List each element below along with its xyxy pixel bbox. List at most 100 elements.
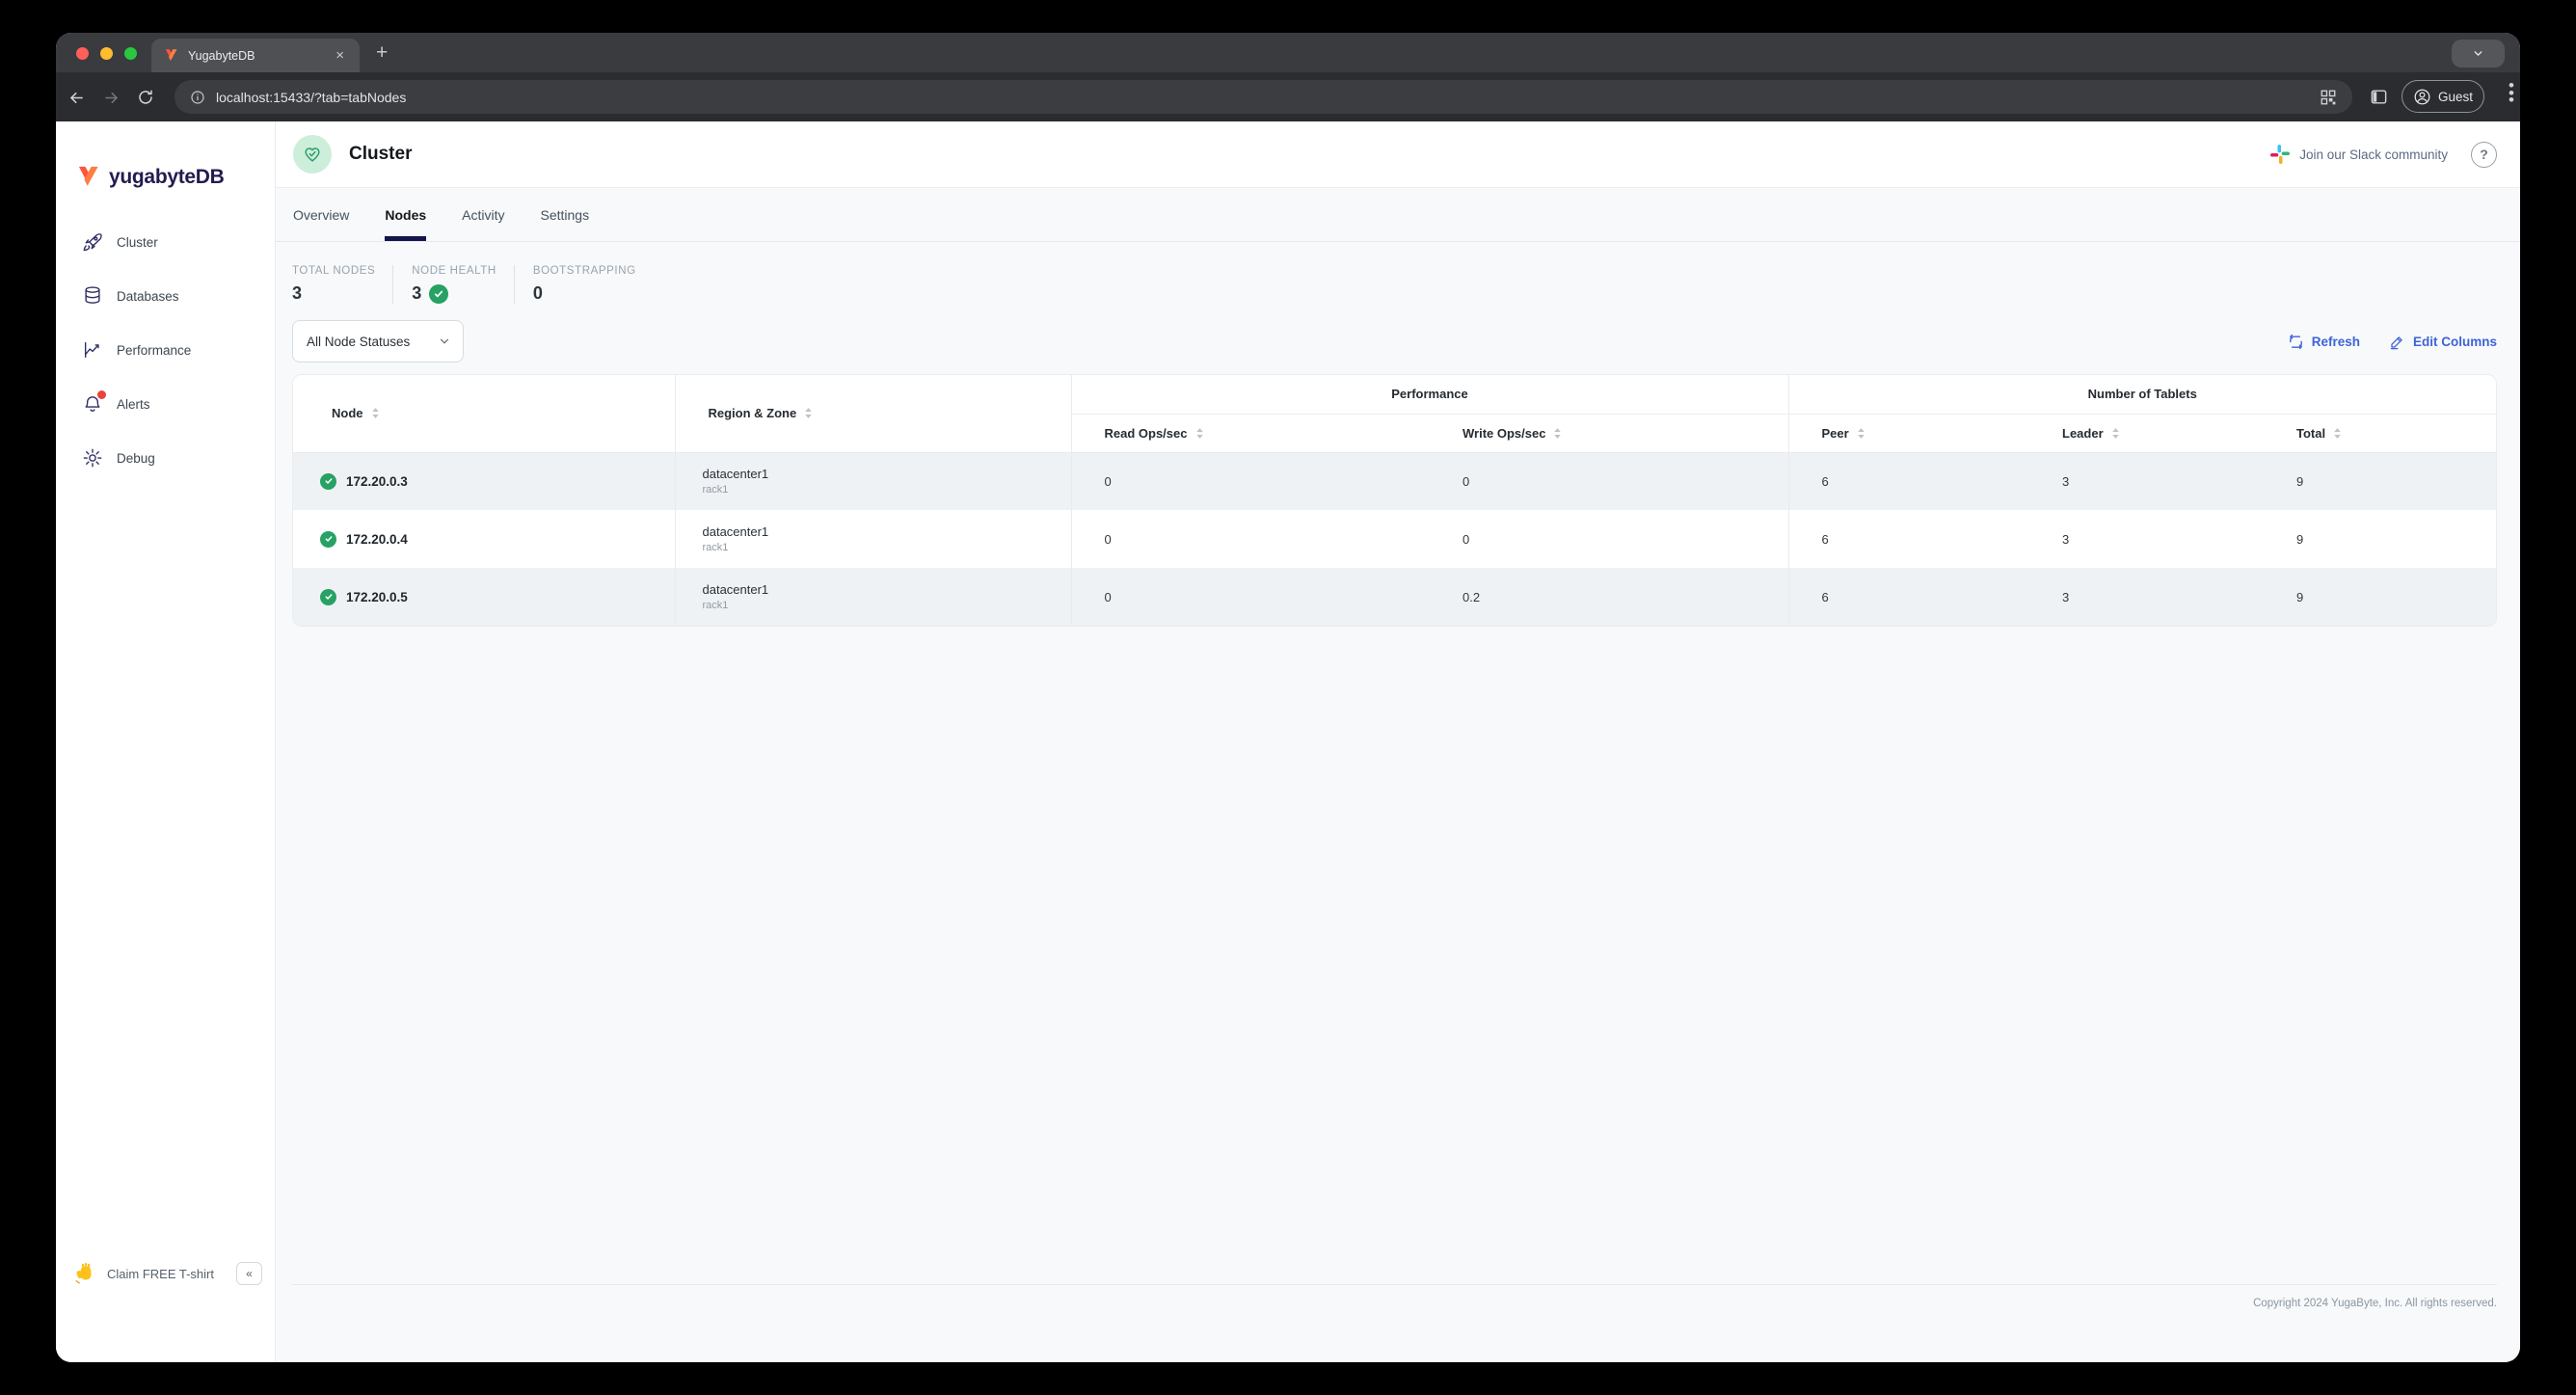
yugabyte-favicon-icon xyxy=(165,49,177,62)
read-ops-value: 0 xyxy=(1104,531,1112,547)
health-check-icon xyxy=(429,283,449,304)
column-header-total[interactable]: Total xyxy=(2264,414,2496,453)
browser-tabstrip: YugabyteDB × + xyxy=(56,33,2520,72)
column-header-read-ops[interactable]: Read Ops/sec xyxy=(1071,414,1430,453)
url-text[interactable]: localhost:15433/?tab=tabNodes xyxy=(216,89,407,105)
browser-menu-button[interactable]: • • • xyxy=(2509,76,2514,110)
help-button[interactable]: ? xyxy=(2471,141,2497,168)
stat-value: 3 xyxy=(292,283,303,303)
sidebar-item-debug[interactable]: Debug xyxy=(56,431,275,485)
node-status-filter-value: All Node Statuses xyxy=(307,334,411,349)
main-area: Cluster Join our Slack community ? Overv… xyxy=(276,121,2520,1362)
node-address[interactable]: 172.20.0.3 xyxy=(346,473,408,489)
tab-search-button[interactable] xyxy=(2452,40,2505,67)
browser-window: YugabyteDB × + localhost:15433/?tab=tabN… xyxy=(56,33,2520,1362)
edit-pencil-icon xyxy=(2390,335,2402,349)
fullscreen-window-button[interactable] xyxy=(124,47,137,60)
node-region: datacenter1 xyxy=(702,582,769,597)
table-row[interactable]: 172.20.0.3 datacenter1 rack1 0 0 6 3 9 xyxy=(293,452,2496,510)
sidebar-item-alerts[interactable]: Alerts xyxy=(56,377,275,431)
slack-icon xyxy=(2270,145,2291,164)
heart-check-icon xyxy=(305,148,320,162)
collapse-sidebar-button[interactable]: « xyxy=(236,1262,262,1285)
minimize-window-button[interactable] xyxy=(100,47,113,60)
logo-text: yugabyteDB xyxy=(109,165,225,188)
bell-icon xyxy=(82,390,106,415)
refresh-icon xyxy=(2289,334,2302,349)
new-tab-button[interactable]: + xyxy=(376,41,389,64)
nodes-table-card: Node Region & Zone Performance Number o xyxy=(292,374,2497,627)
create-qr-code-icon[interactable] xyxy=(2320,89,2337,106)
cluster-health-badge xyxy=(293,135,332,174)
tab-overview[interactable]: Overview xyxy=(293,206,350,223)
column-header-region-zone[interactable]: Region & Zone xyxy=(675,375,1072,453)
reload-icon xyxy=(139,90,152,104)
page-footer: Copyright 2024 YugaByte, Inc. All rights… xyxy=(292,1284,2497,1362)
nodes-content: TOTAL NODES 3 NODE HEALTH 3 BOOTSTR xyxy=(276,265,2520,627)
browser-tab[interactable]: YugabyteDB × xyxy=(151,39,360,72)
node-zone: rack1 xyxy=(702,542,729,553)
tab-activity[interactable]: Activity xyxy=(462,206,505,223)
column-header-node[interactable]: Node xyxy=(293,375,676,453)
slack-link-label: Join our Slack community xyxy=(2299,147,2448,162)
stat-bootstrapping: BOOTSTRAPPING 0 xyxy=(533,265,654,304)
stat-node-health: NODE HEALTH 3 xyxy=(412,265,515,304)
refresh-button[interactable]: Refresh xyxy=(2288,334,2360,350)
sidebar-item-cluster[interactable]: Cluster xyxy=(56,215,275,269)
stat-value: 3 xyxy=(412,283,422,303)
read-ops-value: 0 xyxy=(1071,568,1430,626)
yugabytedb-logo[interactable]: yugabyteDB xyxy=(56,121,275,190)
side-panel-icon xyxy=(2371,89,2386,104)
sort-icon xyxy=(2334,427,2341,439)
group-header-number-of-tablets: Number of Tablets xyxy=(1788,375,2496,415)
sidebar-item-label: Performance xyxy=(117,342,192,358)
column-header-leader[interactable]: Leader xyxy=(2029,414,2265,453)
close-window-button[interactable] xyxy=(76,47,89,60)
forward-button[interactable] xyxy=(98,85,123,110)
write-ops-value: 0.2 xyxy=(1430,568,1789,626)
node-healthy-icon xyxy=(320,472,336,490)
slack-community-link[interactable]: Join our Slack community xyxy=(2270,145,2448,164)
address-bar[interactable]: localhost:15433/?tab=tabNodes xyxy=(174,80,2352,114)
claim-tshirt-link[interactable]: Claim FREE T-shirt xyxy=(107,1266,214,1281)
close-tab-icon[interactable]: × xyxy=(335,47,344,64)
nodes-table: Node Region & Zone Performance Number o xyxy=(293,375,2496,626)
group-header-performance: Performance xyxy=(1071,375,1789,415)
browser-toolbar: localhost:15433/?tab=tabNodes Guest • • • xyxy=(56,72,2520,121)
refresh-label: Refresh xyxy=(2311,334,2360,349)
sort-icon xyxy=(1857,427,1865,439)
column-header-peer[interactable]: Peer xyxy=(1788,414,2030,453)
side-panel-button[interactable] xyxy=(2366,84,2391,109)
write-ops-value: 0 xyxy=(1430,510,1789,568)
sidebar-item-label: Cluster xyxy=(117,234,158,250)
site-info-icon[interactable] xyxy=(190,90,205,105)
edit-columns-label: Edit Columns xyxy=(2413,334,2497,349)
chart-icon xyxy=(82,339,103,361)
sidebar-item-label: Databases xyxy=(117,288,179,304)
macos-window-controls xyxy=(76,47,137,60)
tab-settings[interactable]: Settings xyxy=(540,206,590,223)
sidebar-item-databases[interactable]: Databases xyxy=(56,269,275,323)
stat-total-nodes: TOTAL NODES 3 xyxy=(292,265,394,304)
stat-label: NODE HEALTH xyxy=(412,265,496,277)
edit-columns-button[interactable]: Edit Columns xyxy=(2389,334,2497,350)
leader-tablets-value: 3 xyxy=(2029,452,2265,510)
table-row[interactable]: 172.20.0.4 datacenter1 rack1 0 0 6 3 9 xyxy=(293,510,2496,568)
database-icon xyxy=(82,285,103,307)
node-address[interactable]: 172.20.0.5 xyxy=(346,589,408,604)
back-button[interactable] xyxy=(64,85,89,110)
table-subheader-row: Read Ops/sec Write Ops/sec Peer xyxy=(293,414,2496,453)
table-row[interactable]: 172.20.0.5 datacenter1 rack1 0 0.2 6 3 9 xyxy=(293,568,2496,626)
tab-nodes[interactable]: Nodes xyxy=(385,188,426,241)
rocket-icon xyxy=(82,231,103,253)
browser-profile-button[interactable]: Guest xyxy=(2402,80,2484,113)
back-arrow-icon xyxy=(69,92,83,103)
reload-button[interactable] xyxy=(133,85,158,110)
total-tablets-value: 9 xyxy=(2264,568,2496,626)
node-address[interactable]: 172.20.0.4 xyxy=(346,531,408,547)
column-header-write-ops[interactable]: Write Ops/sec xyxy=(1430,414,1789,453)
node-status-filter[interactable]: All Node Statuses xyxy=(292,320,464,362)
sidebar-item-performance[interactable]: Performance xyxy=(56,323,275,377)
header-actions: Join our Slack community ? xyxy=(2270,141,2497,168)
gear-icon xyxy=(82,447,103,469)
